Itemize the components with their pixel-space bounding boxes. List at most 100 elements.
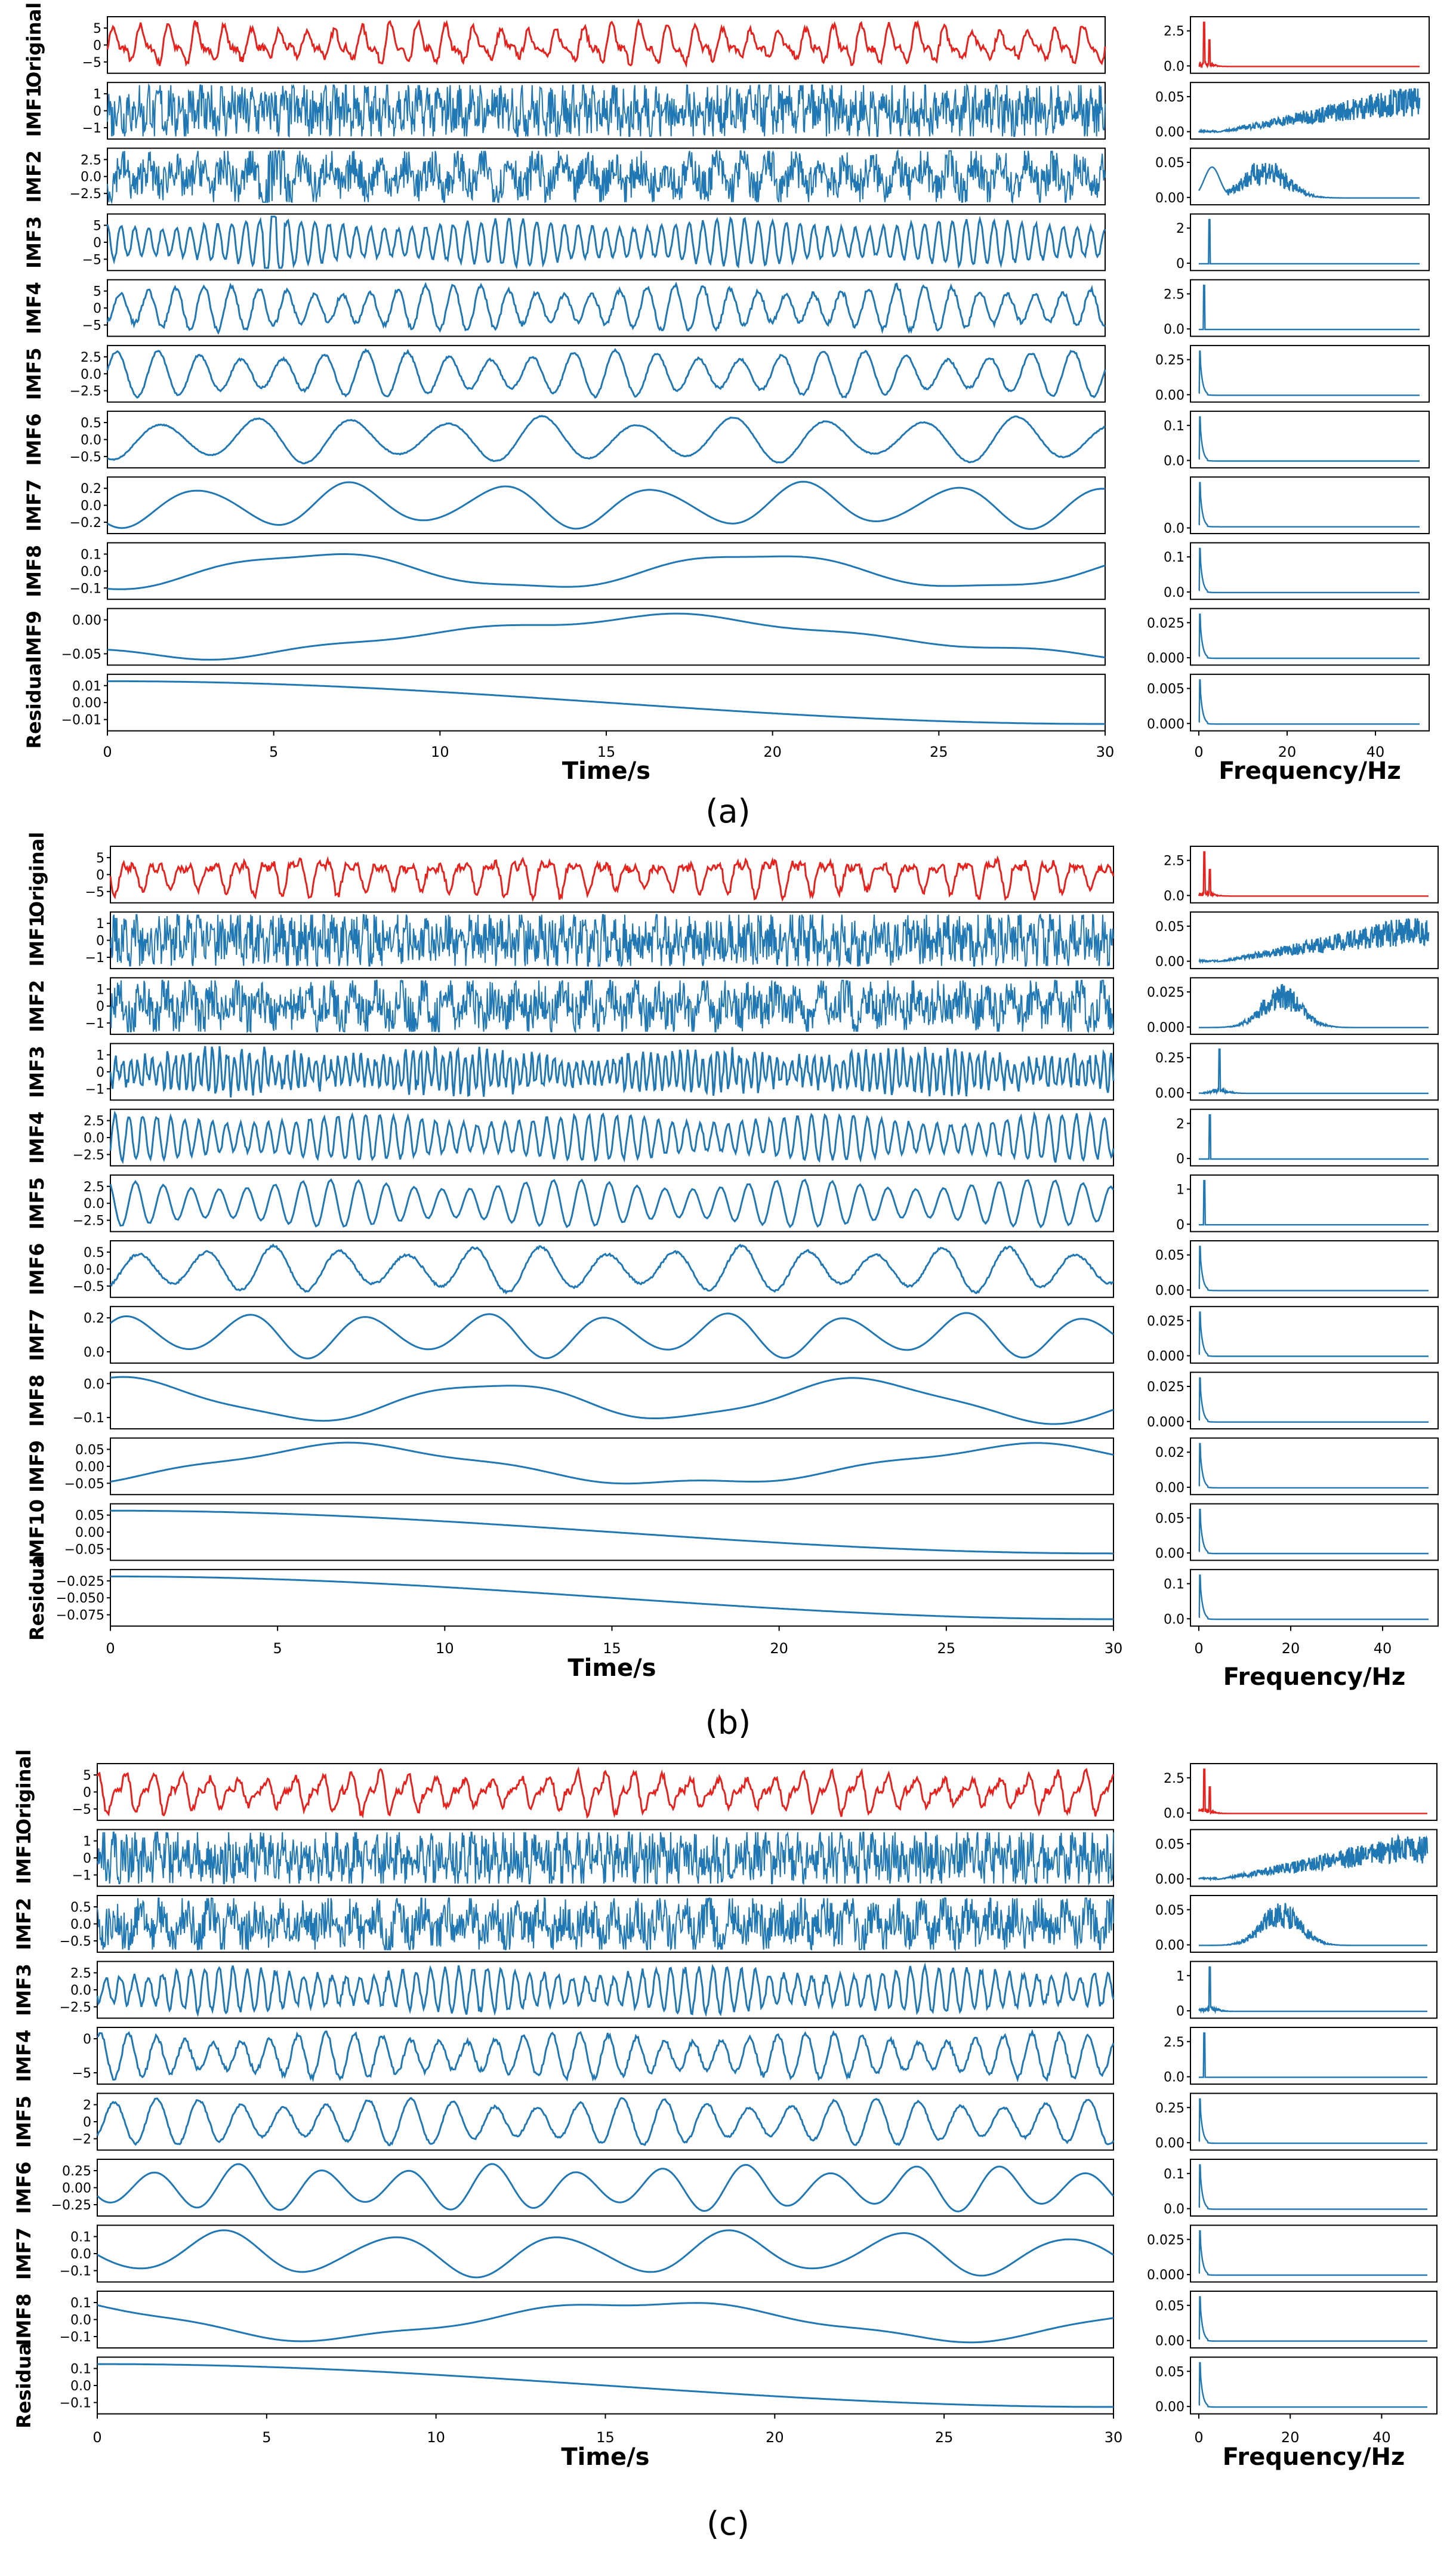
spectrum-y-tick-label: 0.05 — [1155, 90, 1184, 105]
y-tick-label: −5 — [72, 1802, 91, 1817]
time-tick-label: 25 — [935, 2429, 954, 2446]
row-label: IMF7 — [23, 479, 45, 532]
row-imf7: IMF7 0.1 0.0 −0.1 0.025 0.000 — [13, 2224, 1438, 2283]
y-tick-label: 0.0 — [70, 2379, 91, 2394]
y-tick-label: −2.5 — [73, 1214, 104, 1229]
spectrum-line — [1198, 2296, 1427, 2342]
time-tick-label: 15 — [596, 2429, 615, 2446]
spectrum-line — [1198, 1377, 1429, 1423]
signal-line — [97, 1831, 1114, 1886]
spectrum-y-tick-label: 0.00 — [1155, 191, 1184, 206]
signal-line — [107, 612, 1106, 661]
y-tick-label: 5 — [93, 218, 101, 233]
spectrum-line — [1198, 1508, 1429, 1555]
y-tick-label: 0.0 — [70, 1918, 91, 1933]
spectrum-axes-frame — [1190, 1763, 1438, 1822]
spectrum-line — [1198, 1768, 1427, 1815]
spectrum-y-tick-label: 0.005 — [1147, 682, 1184, 697]
y-tick-label: −5 — [85, 885, 104, 900]
time-tick-label: 10 — [431, 744, 449, 760]
spectrum-line — [1198, 2098, 1427, 2144]
spectrum-line — [1198, 350, 1420, 396]
row-imf9: IMF9 0.05 0.00 −0.05 0.02 0.00 — [26, 1437, 1439, 1496]
y-tick-label: 0.00 — [62, 2181, 91, 2196]
row-imf10: IMF10 0.050.00−0.050.050.00 — [26, 1499, 1439, 1565]
time-tick-label: 0 — [92, 2429, 101, 2446]
spectrum-axes-frame — [1190, 673, 1430, 732]
row-label: IMF2 — [26, 980, 48, 1033]
time-tick-label: 0 — [103, 744, 112, 760]
time-tick-label: 0 — [106, 1640, 115, 1657]
spectrum-axes-frame — [1190, 279, 1430, 337]
spectrum-y-tick-label: 0.1 — [1164, 2167, 1184, 2182]
y-tick-label: 2 — [83, 2098, 91, 2113]
row-label: Residua — [26, 1555, 48, 1641]
panel-caption: (a) — [705, 793, 750, 830]
spectrum-y-tick-label: 0.00 — [1155, 1938, 1184, 1953]
time-tick-label: 5 — [262, 2429, 271, 2446]
freq-tick-label: 40 — [1374, 1640, 1392, 1657]
y-tick-label: 0.0 — [84, 1377, 104, 1392]
y-tick-label: −0.1 — [73, 1411, 104, 1426]
spectrum-y-tick-label: 0.000 — [1147, 1021, 1184, 1035]
spectrum-axes-frame — [1190, 1108, 1439, 1167]
signal-line — [97, 2229, 1114, 2279]
spectrum-y-tick-label: 0.0 — [1164, 889, 1184, 904]
row-label: IMF5 — [13, 2095, 35, 2148]
spectrum-y-tick-label: 0.00 — [1155, 125, 1184, 140]
y-tick-label: −2 — [72, 2132, 91, 2147]
spectrum-line — [1198, 679, 1420, 725]
signal-line — [110, 1509, 1113, 1555]
spectrum-y-tick-label: 0.0 — [1164, 1612, 1184, 1627]
y-tick-label: −0.075 — [56, 1608, 104, 1623]
time-tick-label: 10 — [436, 1640, 454, 1657]
y-tick-label: 2.5 — [84, 1114, 104, 1129]
time-axis-label: Time/s — [562, 757, 650, 785]
y-tick-label: 0.1 — [70, 2230, 91, 2245]
row-label: IMF8 — [23, 545, 45, 597]
spectrum-axes-frame — [1190, 1240, 1439, 1298]
time-axes-frame — [110, 1437, 1114, 1496]
spectrum-line — [1198, 1443, 1429, 1489]
time-axes-frame — [107, 344, 1106, 403]
spectrum-y-tick-label: 0.05 — [1155, 1511, 1184, 1526]
spectrum-y-tick-label: 0.00 — [1155, 1872, 1184, 1887]
row-label: IMF7 — [26, 1309, 48, 1361]
spectrum-line — [1198, 416, 1420, 462]
row-label: IMF6 — [23, 414, 45, 466]
spectrum-y-tick-label: 0.00 — [1155, 955, 1184, 970]
spectrum-y-tick-label: 0.025 — [1147, 1380, 1184, 1395]
spectrum-line — [1199, 1180, 1429, 1226]
time-tick-label: 15 — [603, 1640, 621, 1657]
y-tick-label: −0.05 — [64, 1542, 104, 1557]
row-label: IMF1 — [23, 85, 45, 137]
row-label: IMF9 — [26, 1440, 48, 1493]
spectrum-y-tick-label: 0.00 — [1155, 2136, 1184, 2151]
spectrum-line — [1198, 2164, 1427, 2210]
spectrum-line — [1199, 1903, 1427, 1946]
y-tick-label: −0.25 — [51, 2198, 91, 2213]
spectrum-line — [1198, 918, 1430, 964]
spectrum-axes-frame — [1190, 2291, 1438, 2349]
spectrum-y-tick-label: 0.00 — [1155, 2334, 1184, 2349]
spectrum-axes-frame — [1190, 2356, 1438, 2415]
spectrum-line — [1199, 2032, 1427, 2078]
row-label: Original — [13, 1749, 35, 1835]
row-label: IMF6 — [13, 2162, 35, 2214]
spectrum-y-tick-label: 0.00 — [1155, 2400, 1184, 2415]
y-tick-label: −0.1 — [60, 2264, 91, 2279]
y-tick-label: 2.5 — [70, 1967, 91, 1981]
spectrum-y-tick-label: 0.000 — [1147, 1349, 1184, 1364]
y-tick-label: −5 — [82, 319, 101, 334]
row-imf3: IMF3 1 0 −1 0.25 0.00 — [26, 1043, 1439, 1101]
row-imf9: IMF9 0.00 −0.05 0.025 0.000 — [23, 608, 1430, 666]
row-imf2: IMF2 0.5 0.0−0.5 0.05 0.00 — [13, 1895, 1438, 1953]
row-imf3: IMF3 50−520 — [23, 213, 1430, 272]
spectrum-axes-frame — [1190, 2159, 1438, 2217]
spectrum-y-tick-label: 0.05 — [1155, 1837, 1184, 1852]
y-tick-label: 0.0 — [70, 1983, 91, 1998]
row-label: IMF5 — [26, 1177, 48, 1229]
y-tick-label: 0.5 — [84, 1246, 104, 1260]
spectrum-axes-frame — [1190, 1043, 1439, 1101]
